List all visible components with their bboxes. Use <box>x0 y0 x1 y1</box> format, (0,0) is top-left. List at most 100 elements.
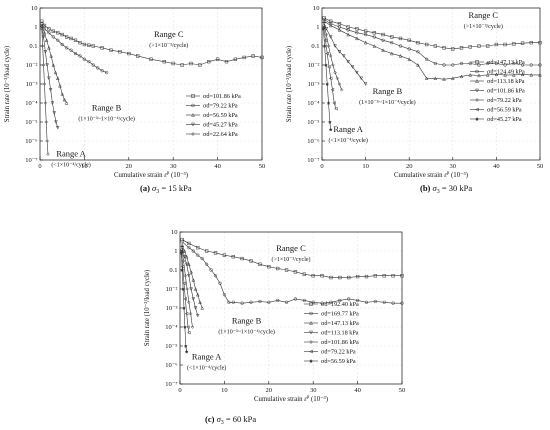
legend-marker <box>191 112 195 117</box>
series-2 <box>322 19 542 81</box>
data-point <box>73 38 78 42</box>
data-point <box>320 301 324 305</box>
data-point <box>322 19 326 23</box>
range-sublabel: (<1×10⁻⁴/cycle) <box>328 137 367 144</box>
data-point <box>390 35 394 39</box>
data-point <box>42 82 47 86</box>
range-label: Range C <box>469 10 499 20</box>
legend-marker <box>191 103 195 108</box>
data-point <box>222 293 227 297</box>
x-tick-label: 0 <box>38 163 41 170</box>
legend-entry: σd=113.18 kPa <box>321 330 359 337</box>
y-tick-label: 10⁻² <box>26 62 38 69</box>
series-0 <box>322 16 542 51</box>
y-tick-label: 10⁻⁶ <box>307 138 319 145</box>
data-point <box>398 36 403 41</box>
data-point <box>328 54 333 58</box>
data-point <box>46 152 50 157</box>
data-point <box>180 264 185 269</box>
y-tick-label: 10⁻⁵ <box>165 343 177 350</box>
data-point <box>233 57 238 61</box>
data-point <box>180 268 185 272</box>
data-point <box>40 44 45 48</box>
data-point <box>326 44 331 48</box>
data-point <box>477 63 481 67</box>
y-tick-label: 10 <box>31 5 38 12</box>
data-point <box>181 287 186 291</box>
data-point <box>433 61 438 66</box>
data-point <box>477 73 481 78</box>
range-sublabel: (1×10⁻³~1×10⁻⁴/cycle) <box>78 116 135 123</box>
y-tick-label: 0.1 <box>29 43 37 50</box>
data-point <box>332 101 336 105</box>
data-point <box>512 72 516 77</box>
data-point <box>180 247 184 252</box>
x-tick-label: 0 <box>320 163 323 170</box>
data-point <box>276 266 280 271</box>
data-point <box>323 38 328 43</box>
data-point <box>355 298 360 303</box>
y-tick-label: 10⁻⁷ <box>307 157 319 164</box>
data-point <box>363 82 368 86</box>
legend-marker <box>308 358 314 364</box>
legend-marker <box>191 132 195 136</box>
data-point <box>503 42 507 47</box>
data-point <box>118 50 122 54</box>
data-point <box>302 298 306 303</box>
data-point <box>209 268 213 272</box>
x-tick-label: 40 <box>493 163 500 170</box>
data-point <box>494 72 499 77</box>
series-line <box>182 241 402 304</box>
range-label: Range A <box>56 149 86 159</box>
series-4 <box>322 23 344 92</box>
data-point <box>48 88 53 92</box>
data-point <box>486 61 490 66</box>
data-point <box>186 330 191 335</box>
legend-entry: σd=147.13 kPa <box>487 59 525 66</box>
series-line <box>41 23 107 73</box>
data-point <box>322 23 326 28</box>
series-3 <box>180 246 200 318</box>
data-point <box>193 287 198 291</box>
data-point <box>44 38 49 42</box>
data-point <box>322 17 326 22</box>
data-point <box>391 301 395 305</box>
data-point <box>47 76 51 81</box>
range-label: Range A <box>333 124 363 134</box>
legend-marker <box>309 320 313 325</box>
data-point <box>47 27 51 31</box>
data-point <box>218 281 222 285</box>
data-point <box>200 256 204 261</box>
data-point <box>191 277 196 282</box>
data-point <box>200 306 205 310</box>
data-point <box>187 246 191 250</box>
data-point <box>44 120 48 124</box>
y-tick-label: 10⁻⁷ <box>25 157 37 164</box>
series-line <box>324 21 540 80</box>
y-tick-label: 10⁻³ <box>308 81 320 88</box>
data-point <box>372 31 376 35</box>
data-point <box>60 32 64 37</box>
data-point <box>182 281 186 286</box>
data-point <box>82 42 87 47</box>
data-point <box>328 127 333 132</box>
data-point <box>293 270 298 274</box>
legend-marker <box>475 69 479 74</box>
data-point <box>333 44 337 48</box>
data-point <box>416 63 420 67</box>
y-axis-label: Strain rate (10⁻³/load cycle) <box>144 270 151 346</box>
data-point <box>450 76 455 80</box>
data-point <box>52 111 57 115</box>
data-point <box>326 101 331 105</box>
data-point <box>182 306 186 310</box>
y-tick-label: 10⁻² <box>308 62 320 69</box>
legend-entry: σd=124.49 kPa <box>487 69 525 76</box>
series-4 <box>180 247 195 329</box>
range-label: Range C <box>154 29 184 39</box>
data-point <box>347 275 351 280</box>
data-point <box>407 38 411 42</box>
data-point <box>258 299 262 304</box>
legend: σd=147.13 kPa σd=124.49 kPa σd=113.18 kPa σ… <box>470 59 525 123</box>
data-point <box>320 274 324 278</box>
data-point <box>355 36 359 41</box>
